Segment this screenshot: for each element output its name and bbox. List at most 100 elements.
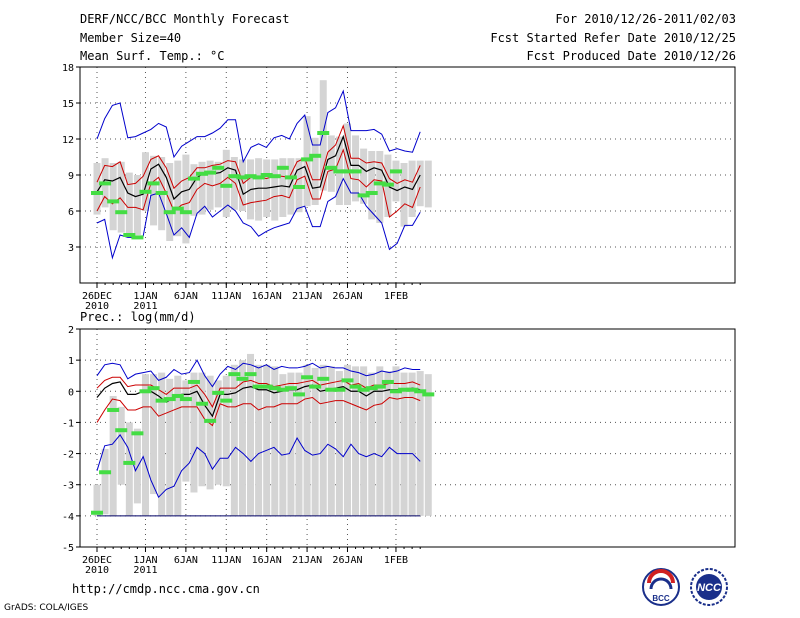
prec-ytick-label: 0 (68, 387, 74, 398)
temp-box (424, 160, 432, 208)
temp-xtick-label: 16JAN (252, 291, 282, 302)
temp-observed-marker (204, 170, 217, 175)
temp-box (174, 160, 182, 237)
prec-xtick-label: 2010 (85, 565, 109, 576)
prec-observed-marker (268, 386, 281, 391)
prec-box (206, 375, 214, 490)
prec-xtick-label: 26JAN (332, 555, 362, 566)
prec-box (238, 360, 246, 516)
temp-observed-marker (131, 235, 144, 240)
temp-box (400, 163, 408, 227)
temp-observed-marker (284, 175, 297, 180)
prec-line-minimum (96, 434, 421, 499)
prec-observed-marker (91, 510, 103, 515)
temp-box (416, 160, 424, 207)
temp-observed-marker (236, 175, 249, 180)
prec-frame (79, 328, 736, 548)
prec-observed-marker (333, 387, 346, 392)
temp-observed-marker (139, 189, 152, 194)
prec-box (368, 372, 376, 516)
temp-box (360, 148, 368, 204)
temp-box (182, 154, 190, 244)
prec-observed-marker (212, 390, 225, 395)
prec-observed-marker (99, 470, 112, 475)
prec-line-maximum (96, 359, 421, 388)
temp-observed-marker (373, 181, 386, 186)
prec-box (255, 364, 263, 516)
prec-observed-marker (236, 376, 249, 381)
temp-observed-marker (220, 183, 233, 188)
temp-observed-marker (325, 165, 338, 170)
temp-observed-marker (147, 181, 160, 186)
prec-box (117, 406, 125, 485)
temp-observed-marker (260, 173, 273, 177)
temp-box (287, 158, 295, 215)
temp-observed-marker (276, 165, 289, 170)
temp-box (125, 172, 133, 237)
prec-observed-marker (317, 376, 330, 381)
temp-observed-marker (107, 199, 120, 204)
temp-box (198, 161, 206, 215)
prec-box (101, 448, 109, 515)
prec-xtick-label: 1JAN (133, 555, 157, 566)
temp-box (352, 135, 360, 202)
temp-xtick-label: 11JAN (211, 291, 241, 302)
prec-observed-marker (147, 386, 160, 391)
temp-box (279, 158, 287, 217)
prec-box (392, 366, 400, 516)
ncc-logo-text: NCC (697, 582, 722, 594)
temp-observed-marker (309, 153, 322, 158)
prec-box (416, 371, 424, 516)
prec-observed-marker (163, 397, 176, 402)
prec-xtick-label: 26DEC (82, 555, 112, 566)
temp-box (190, 164, 198, 216)
prec-box (271, 366, 279, 516)
prec-xtick-label: 16JAN (252, 555, 282, 566)
temp-box (376, 151, 384, 223)
bcc-logo: BCC (640, 567, 682, 611)
temp-xtick-label: 2011 (133, 301, 157, 312)
forecast-period: For 2010/12/26-2011/02/03 (555, 12, 736, 26)
prec-observed-marker (260, 384, 273, 389)
temp-observed-marker (389, 169, 402, 174)
prec-box (182, 380, 190, 482)
prec-observed-marker (252, 384, 265, 389)
ncc-logo: NCC (684, 567, 734, 611)
temp-box (133, 175, 141, 235)
temp-box (117, 161, 125, 233)
prec-box (158, 372, 166, 516)
prec-observed-marker (220, 398, 233, 403)
prec-box (319, 364, 327, 516)
temp-xtick-label: 6JAN (174, 291, 198, 302)
temp-observed-marker (333, 169, 346, 174)
prec-observed-marker (365, 386, 378, 391)
temp-box (319, 80, 327, 191)
prec-box (263, 364, 271, 516)
prec-ytick-label: 1 (68, 356, 74, 367)
temp-observed-marker (301, 157, 314, 162)
temp-line-ensemble-mean (96, 134, 421, 201)
temp-box (392, 160, 400, 202)
prec-box (141, 374, 149, 516)
prec-observed-marker (309, 384, 322, 389)
temp-observed-marker (179, 210, 192, 215)
prec-box (424, 374, 432, 516)
temp-observed-marker (341, 169, 354, 174)
temp-xtick-label: 26DEC (82, 291, 112, 302)
prec-box (376, 366, 384, 516)
prec-box (93, 484, 101, 516)
prec-ytick-label: -5 (62, 543, 74, 554)
temp-box (141, 152, 149, 211)
prec-observed-marker (349, 384, 362, 389)
prec-xtick-label: 11JAN (211, 555, 241, 566)
prec-box (109, 395, 117, 516)
temp-observed-marker (381, 182, 394, 187)
source-url[interactable]: http://cmdp.ncc.cma.gov.cn (72, 582, 260, 596)
temp-variable-label: Mean Surf. Temp.: °C (80, 49, 225, 63)
temp-xtick-label: 1JAN (133, 291, 157, 302)
temp-box (214, 161, 222, 208)
temp-box (109, 163, 117, 231)
prec-observed-marker (107, 407, 120, 412)
